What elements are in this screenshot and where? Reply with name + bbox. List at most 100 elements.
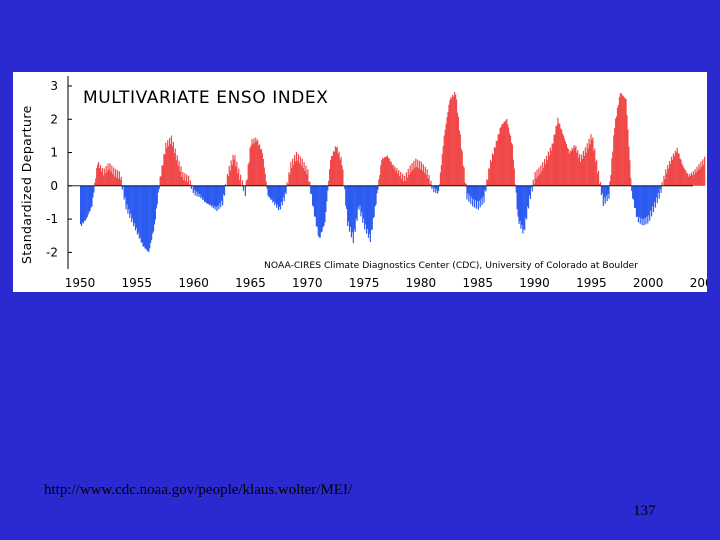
data-bar	[495, 140, 497, 186]
data-bar	[126, 185, 128, 205]
data-bar	[679, 158, 681, 186]
data-bar	[490, 161, 493, 186]
data-bar	[453, 96, 455, 186]
data-bar	[554, 134, 556, 186]
data-bar	[403, 175, 406, 186]
data-bar	[413, 160, 415, 186]
data-bar	[276, 185, 278, 208]
data-bar	[308, 181, 310, 186]
data-bar	[408, 174, 410, 186]
credit-background	[262, 259, 641, 272]
data-bar	[205, 185, 208, 204]
data-bar	[440, 165, 442, 186]
data-bar	[181, 176, 183, 186]
data-bar	[194, 185, 196, 196]
data-bar	[486, 179, 488, 186]
data-bar	[513, 168, 515, 186]
data-bar	[117, 178, 120, 186]
data-bar	[80, 185, 82, 225]
data-bar	[360, 185, 362, 217]
data-bar	[146, 185, 148, 251]
data-bar	[573, 145, 575, 186]
data-bar	[629, 160, 631, 186]
data-bar	[633, 185, 636, 208]
chart-title: MULTIVARIATE ENSO INDEX	[83, 88, 329, 108]
data-bar	[272, 185, 274, 203]
data-bar	[249, 147, 251, 186]
data-bar	[638, 185, 640, 218]
data-bar	[118, 171, 121, 186]
data-bar	[257, 139, 259, 186]
data-bar	[399, 176, 401, 186]
data-bar	[167, 140, 169, 186]
data-bar	[508, 133, 511, 186]
data-bar	[534, 171, 536, 186]
data-bar	[464, 182, 466, 186]
data-bar	[347, 185, 350, 222]
data-bar	[320, 185, 322, 233]
data-bar	[115, 169, 117, 186]
data-bar	[631, 185, 633, 191]
data-bar	[283, 185, 285, 202]
data-bar	[169, 144, 172, 186]
data-bar	[369, 185, 371, 243]
data-bar	[253, 138, 255, 186]
data-bar	[401, 178, 403, 186]
data-bar	[470, 185, 472, 205]
data-bar	[444, 129, 446, 186]
data-bar	[490, 159, 492, 186]
data-bar	[312, 185, 314, 206]
data-bar	[671, 159, 674, 186]
data-bar	[368, 185, 371, 234]
data-bar	[460, 148, 462, 186]
data-bar	[271, 185, 273, 200]
data-bar	[255, 137, 257, 186]
data-bar	[510, 142, 513, 186]
data-bar	[474, 185, 477, 201]
data-bar	[352, 185, 354, 243]
x-tick-label: 1985	[462, 276, 493, 290]
data-bar	[158, 185, 160, 190]
data-bar	[682, 165, 684, 186]
data-bar	[500, 126, 502, 186]
data-bar	[287, 184, 289, 186]
credit-annotation: NOAA-CIRES Climate Diagnostics Center (C…	[264, 260, 638, 271]
data-bar	[294, 155, 296, 186]
data-bar	[224, 184, 227, 186]
data-bar	[383, 157, 386, 186]
data-bar	[147, 185, 149, 252]
data-bar	[120, 176, 122, 186]
data-bar	[233, 159, 235, 186]
data-bar	[693, 174, 695, 186]
data-bar	[385, 156, 388, 186]
data-bar	[169, 137, 171, 186]
data-bar	[264, 173, 266, 186]
data-bar	[252, 144, 254, 186]
data-bar	[477, 185, 479, 210]
data-bar	[159, 176, 161, 186]
data-bar	[85, 185, 87, 219]
data-bar	[351, 185, 353, 233]
data-bar	[310, 185, 312, 194]
data-bar	[305, 165, 307, 186]
data-bar	[531, 185, 533, 192]
data-bar	[98, 168, 101, 186]
data-bar	[541, 171, 543, 186]
data-bar	[304, 171, 306, 186]
data-bar	[82, 185, 85, 224]
data-bar	[289, 174, 291, 186]
x-tick-label: 1980	[406, 276, 437, 290]
data-bar	[187, 182, 189, 186]
data-bar	[615, 116, 618, 186]
data-bar	[487, 180, 489, 186]
data-bar	[492, 154, 495, 186]
data-bar	[701, 166, 703, 186]
data-bar	[519, 185, 521, 221]
data-bar	[246, 179, 248, 186]
data-bar	[658, 185, 660, 199]
data-bar	[428, 174, 430, 186]
data-bar	[614, 127, 616, 186]
data-bar	[521, 185, 523, 225]
data-bar	[154, 185, 157, 220]
data-bar	[394, 166, 396, 186]
